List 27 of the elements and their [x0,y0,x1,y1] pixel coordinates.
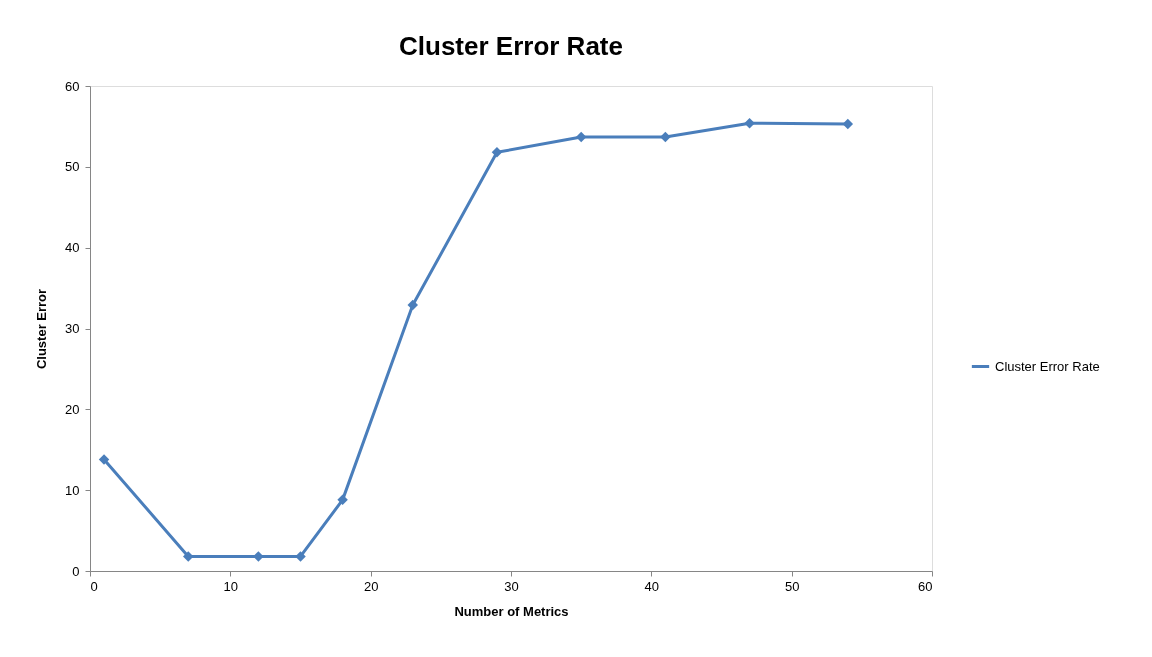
legend-label: Cluster Error Rate [995,358,1100,374]
point [295,551,306,562]
y-tick-label: 0 [72,563,80,579]
chart-title: Cluster Error Rate [399,31,623,61]
y-tick-label: 50 [65,159,80,175]
x-tick-label: 40 [644,578,660,594]
point [98,454,110,465]
x-tick-label: 60 [918,578,933,594]
x-tick-label: 50 [784,578,800,594]
y-tick-label: 10 [65,482,80,498]
x-tick-label: 0 [90,578,98,594]
y-axis-title: Cluster Error [34,288,50,370]
point [842,118,854,130]
y-tick-label: 30 [65,321,80,336]
x-tick-label: 30 [504,578,519,594]
y-tick-label: 60 [65,78,80,94]
point [407,299,419,311]
point [575,131,587,143]
point [337,494,348,506]
x-tick-label: 10 [223,578,239,594]
point [491,147,503,158]
point [660,131,671,143]
point [744,117,755,129]
x-tick-label: 20 [363,578,379,594]
y-tick-label: 20 [65,401,80,417]
x-axis-title: Number of Metrics [454,603,569,619]
y-tick-label: 40 [65,240,80,256]
